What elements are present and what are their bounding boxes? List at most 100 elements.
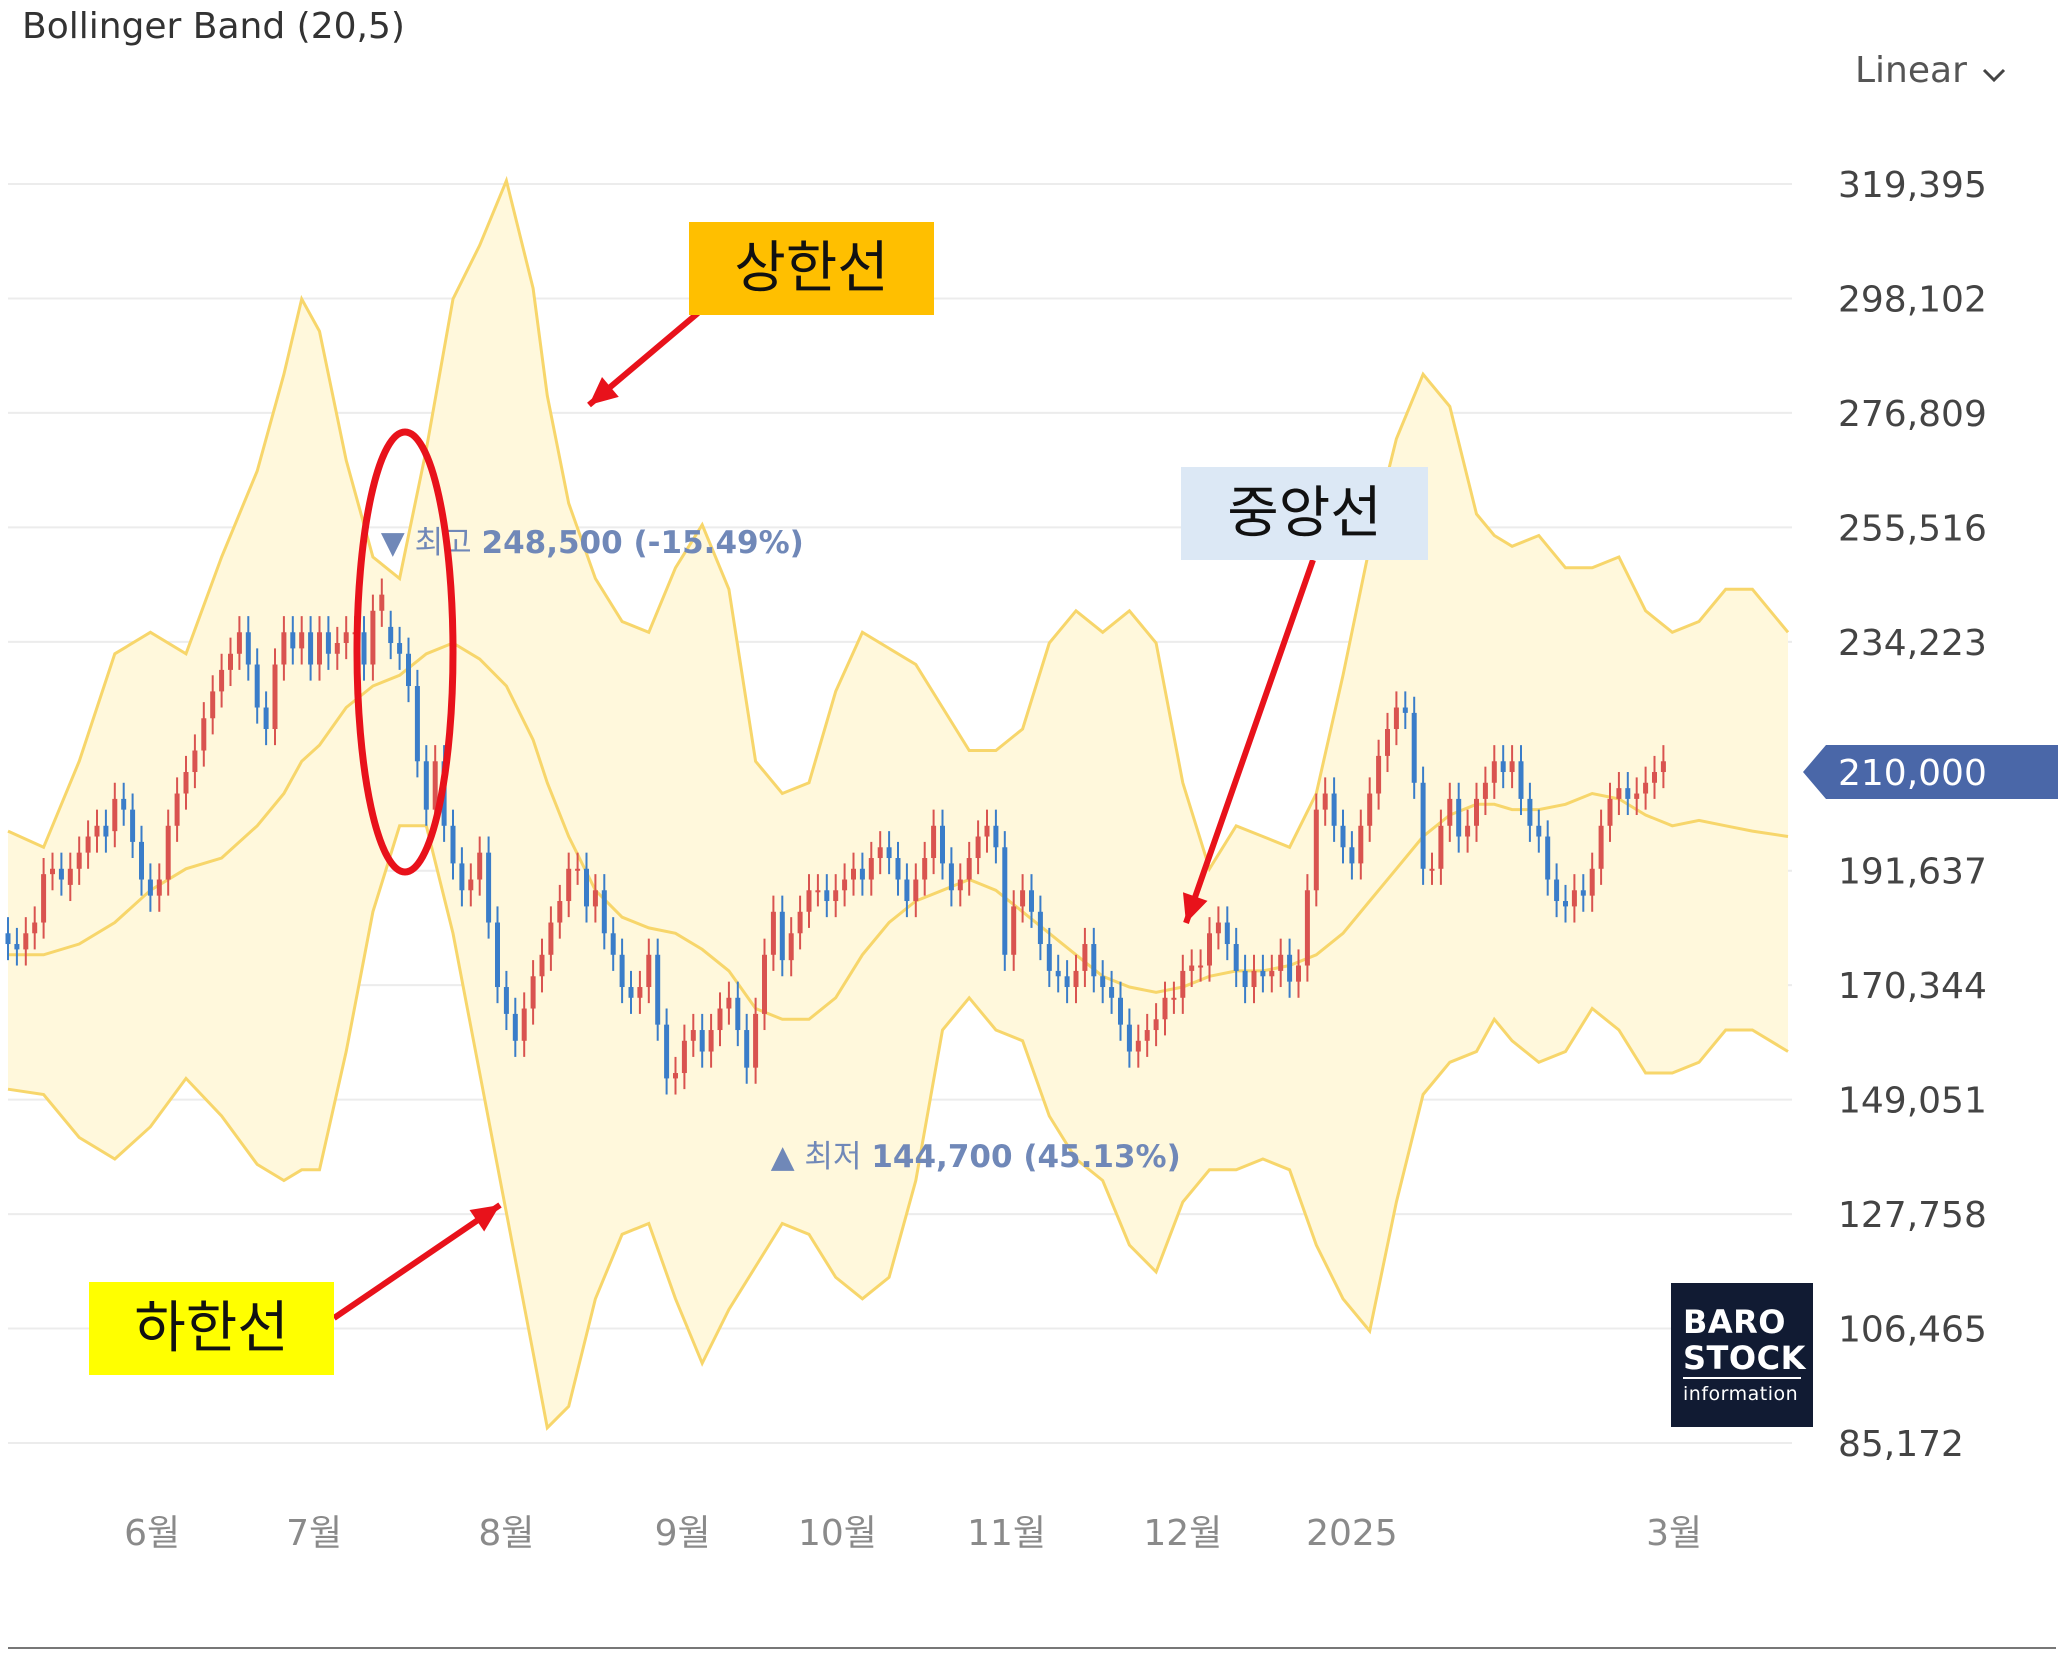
candle-body (922, 858, 928, 880)
candle (1064, 960, 1070, 1004)
candle (5, 917, 11, 961)
candle (1260, 954, 1266, 993)
candle (601, 874, 607, 950)
candle (299, 616, 305, 665)
candle-body (1224, 922, 1230, 945)
candle-body (85, 836, 91, 853)
candle-body (41, 874, 47, 923)
candle (254, 648, 260, 724)
middle-band-label: 중앙선 (1181, 467, 1428, 560)
candle-body (1091, 944, 1097, 977)
candle (655, 938, 661, 1041)
candle-body (690, 1030, 696, 1041)
candle-body (806, 890, 812, 912)
candle (735, 981, 741, 1047)
candle (290, 616, 296, 665)
upper-band-line (7, 175, 1790, 873)
y-tick-label: 149,051 (1838, 1081, 1987, 1122)
candle (85, 820, 91, 869)
candle-body (824, 890, 830, 902)
candlesticks (5, 578, 1666, 1095)
candle (1402, 691, 1408, 730)
candle-body (1029, 890, 1034, 912)
scale-dropdown[interactable]: Linear (1855, 50, 2007, 93)
low-marker-prefix: ▲ 최저 (771, 1139, 872, 1175)
candle (236, 616, 242, 670)
candle (762, 938, 767, 1031)
candle-body (192, 750, 198, 773)
high-marker-value: 248,500 (-15.49%) (482, 525, 804, 561)
y-tick-label: 127,758 (1838, 1195, 1987, 1236)
candle-body (450, 825, 456, 864)
candle-body (628, 987, 634, 998)
candle (1465, 809, 1471, 853)
candle (1118, 981, 1123, 1041)
candle-body (868, 858, 874, 880)
candle (1420, 766, 1426, 885)
candle-body (1385, 729, 1390, 756)
candle-body (1438, 825, 1444, 869)
candle (1269, 954, 1275, 993)
candle-body (1198, 965, 1204, 968)
candle (1411, 696, 1417, 799)
candle-body (851, 868, 856, 880)
highlight-ellipse (353, 428, 457, 876)
candle (245, 616, 251, 681)
candle-body (183, 772, 189, 794)
candle-body (815, 890, 821, 893)
candle-body (1393, 707, 1399, 730)
candle (1358, 809, 1364, 880)
candle-body (726, 997, 732, 1009)
candle (664, 1008, 670, 1095)
candle (851, 852, 856, 896)
candle (913, 863, 919, 918)
candle (228, 637, 233, 687)
candle-body (236, 632, 242, 654)
y-tick-label: 106,465 (1838, 1310, 1987, 1351)
candle (984, 809, 990, 853)
candle-body (370, 610, 376, 665)
candle (1652, 755, 1657, 799)
candle (753, 997, 759, 1084)
candle (637, 970, 643, 1014)
candle-body (1500, 761, 1506, 773)
candle-body (1153, 1019, 1159, 1031)
chevron-down-icon[interactable] (1981, 52, 2007, 93)
candle (1536, 809, 1542, 853)
candle-body (1491, 761, 1497, 783)
candle (539, 938, 545, 993)
chart-title: Bollinger Band (20,5) (22, 6, 405, 47)
candle-body (361, 632, 367, 665)
candle-body (1296, 965, 1301, 982)
current-price-tag: 210,000 (1803, 745, 2058, 800)
candle-body (779, 911, 785, 961)
candle (76, 836, 82, 885)
candle-body (156, 879, 162, 896)
y-tick-label: 191,637 (1838, 852, 1987, 893)
candle (1616, 772, 1622, 816)
candle-body (1474, 798, 1479, 826)
candle (530, 960, 536, 1025)
candle-body (1322, 793, 1328, 810)
candle-body (1509, 761, 1515, 773)
candle (521, 992, 527, 1057)
candle-body (397, 643, 403, 654)
x-tick-label: 3월 (1646, 1513, 1702, 1554)
candle (557, 884, 563, 939)
candle-body (708, 1030, 714, 1052)
candle-body (299, 632, 305, 649)
lower-band-label: 하한선 (89, 1282, 334, 1375)
candle-body (1046, 944, 1052, 971)
candle (904, 863, 910, 918)
candle (957, 863, 963, 907)
candle (156, 863, 162, 912)
candle-body (575, 868, 581, 871)
candle (1527, 782, 1533, 842)
candle (263, 691, 269, 746)
candle (334, 626, 340, 670)
logo-line-2: STOCK (1683, 1339, 1806, 1377)
candle-body (530, 976, 536, 1009)
candle (325, 616, 331, 670)
candle (174, 777, 180, 842)
